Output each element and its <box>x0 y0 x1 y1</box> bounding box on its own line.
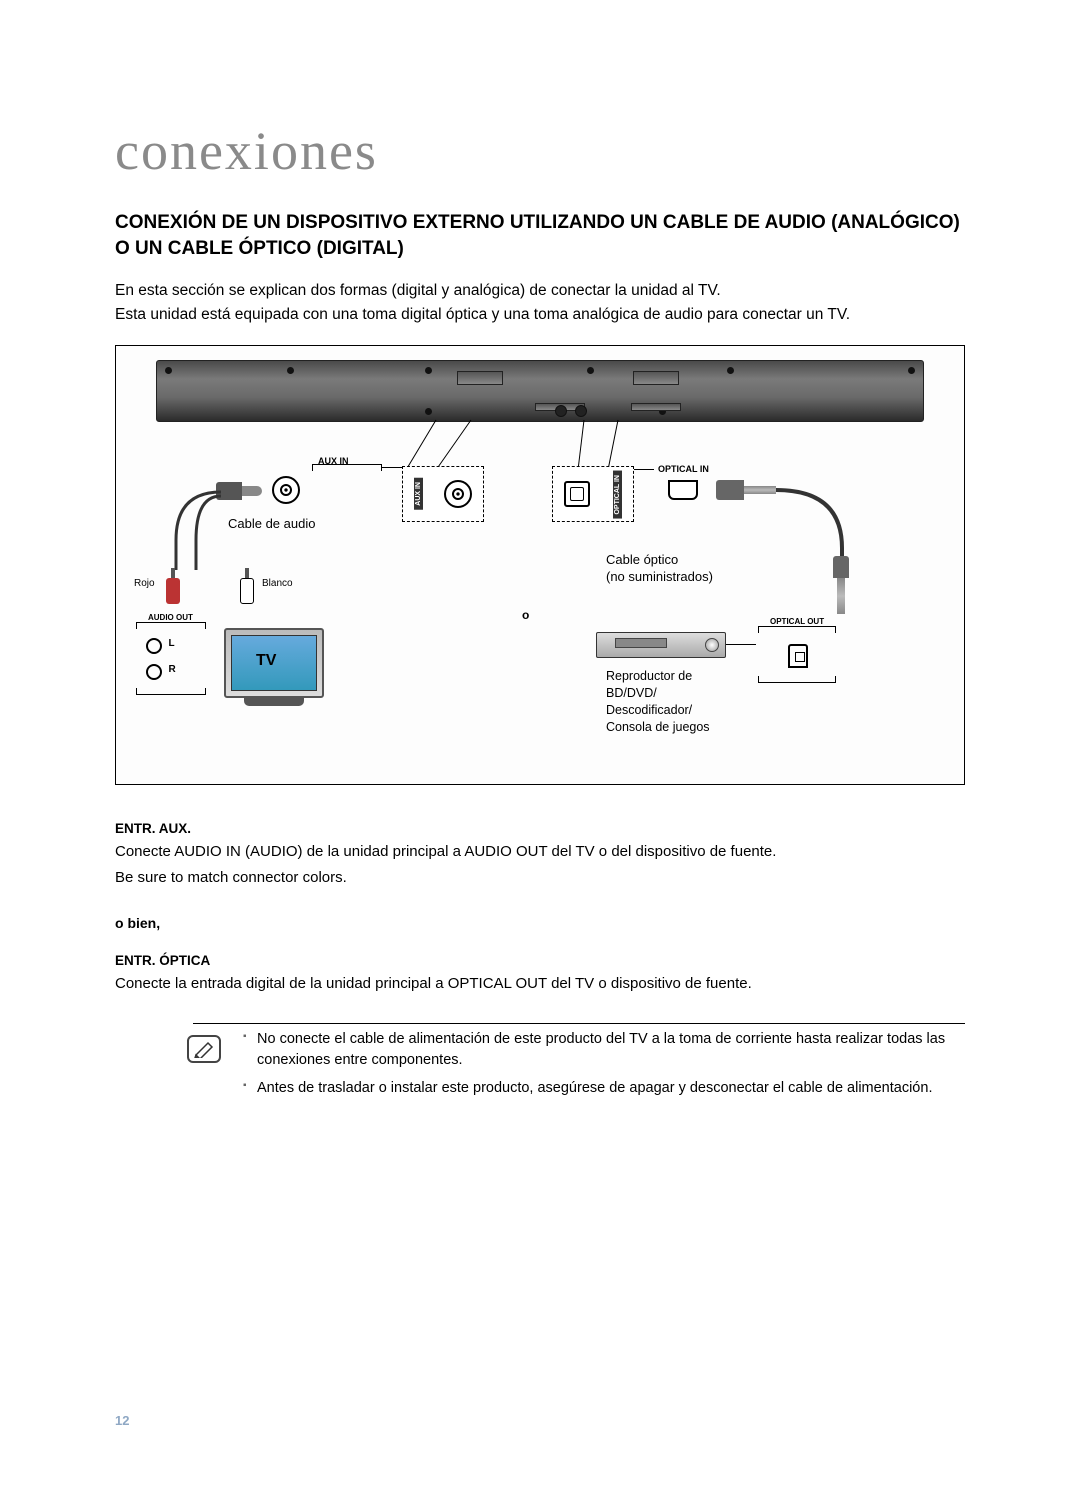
optical-plug-v-icon <box>826 556 856 614</box>
aux-body-1: Conecte AUDIO IN (AUDIO) de la unidad pr… <box>115 841 965 863</box>
optical-body: Conecte la entrada digital de la unidad … <box>115 973 965 995</box>
audio-cable-wire <box>166 490 236 580</box>
device-caption: Reproductor de BD/DVD/ Descodificador/ C… <box>606 668 710 736</box>
note-rule <box>193 1023 965 1024</box>
optical-port-trap-icon <box>668 480 698 500</box>
optical-out-jack-icon <box>788 644 808 668</box>
tv-label: TV <box>256 652 276 670</box>
note-item-1: No conecte el cable de alimentación de e… <box>243 1029 965 1073</box>
rca-red-label: Rojo <box>134 578 155 589</box>
aux-body-2: Be sure to match connector colors. <box>115 867 965 889</box>
optical-in-label: OPTICAL IN <box>658 464 709 474</box>
rca-white-label: Blanco <box>262 578 293 589</box>
intro-line-1: En esta sección se explican dos formas (… <box>115 282 721 299</box>
player-device-illustration <box>596 632 726 658</box>
optical-out-label: OPTICAL OUT <box>770 618 824 626</box>
aux-in-jack-icon <box>444 480 472 508</box>
optical-plug-h-icon <box>716 480 776 500</box>
rca-white-plug-icon <box>238 568 256 606</box>
optical-cable-label: Cable óptico (no suministrados) <box>606 552 713 586</box>
aux-subhead: ENTR. AUX. <box>115 821 965 836</box>
intro-line-2: Esta unidad está equipada con una toma d… <box>115 306 850 323</box>
or-label: o bien, <box>115 915 965 931</box>
soundbar-illustration <box>156 360 924 422</box>
chapter-title: conexiones <box>115 120 965 182</box>
audio-out-label: AUDIO OUT <box>148 614 193 622</box>
aux-plug-tip-icon <box>272 476 300 504</box>
aux-in-label: AUX IN <box>318 456 349 466</box>
optical-subhead: ENTR. ÓPTICA <box>115 953 965 968</box>
note-list: No conecte el cable de alimentación de e… <box>243 1029 965 1100</box>
section-title: CONEXIÓN DE UN DISPOSITIVO EXTERNO UTILI… <box>115 210 965 261</box>
audio-out-bracket <box>136 622 206 629</box>
aux-in-port-group: AUX IN <box>402 466 484 522</box>
rca-red-plug-icon <box>164 568 182 606</box>
optical-out-bracket <box>758 626 836 633</box>
optical-in-port-group: OPTICAL IN <box>552 466 634 522</box>
optical-in-jack-icon <box>564 481 590 507</box>
page-number: 12 <box>115 1413 129 1428</box>
audio-out-l-jack: L <box>146 638 175 659</box>
optical-in-vert-label: OPTICAL IN <box>613 471 622 519</box>
note-block: No conecte el cable de alimentación de e… <box>115 1029 965 1100</box>
intro-paragraph: En esta sección se explican dos formas (… <box>115 279 965 327</box>
audio-cable-label: Cable de audio <box>228 516 315 531</box>
callout-lines <box>116 418 964 488</box>
or-separator: o <box>522 608 529 622</box>
audio-out-r-jack: R <box>146 664 176 685</box>
note-item-2: Antes de trasladar o instalar este produ… <box>243 1078 965 1100</box>
aux-in-vert-label: AUX IN <box>414 478 423 510</box>
pencil-note-icon <box>187 1035 221 1063</box>
device-callout-line <box>726 644 756 645</box>
connection-diagram: AUX IN AUX IN Cable de audio Rojo Blanco… <box>115 345 965 785</box>
